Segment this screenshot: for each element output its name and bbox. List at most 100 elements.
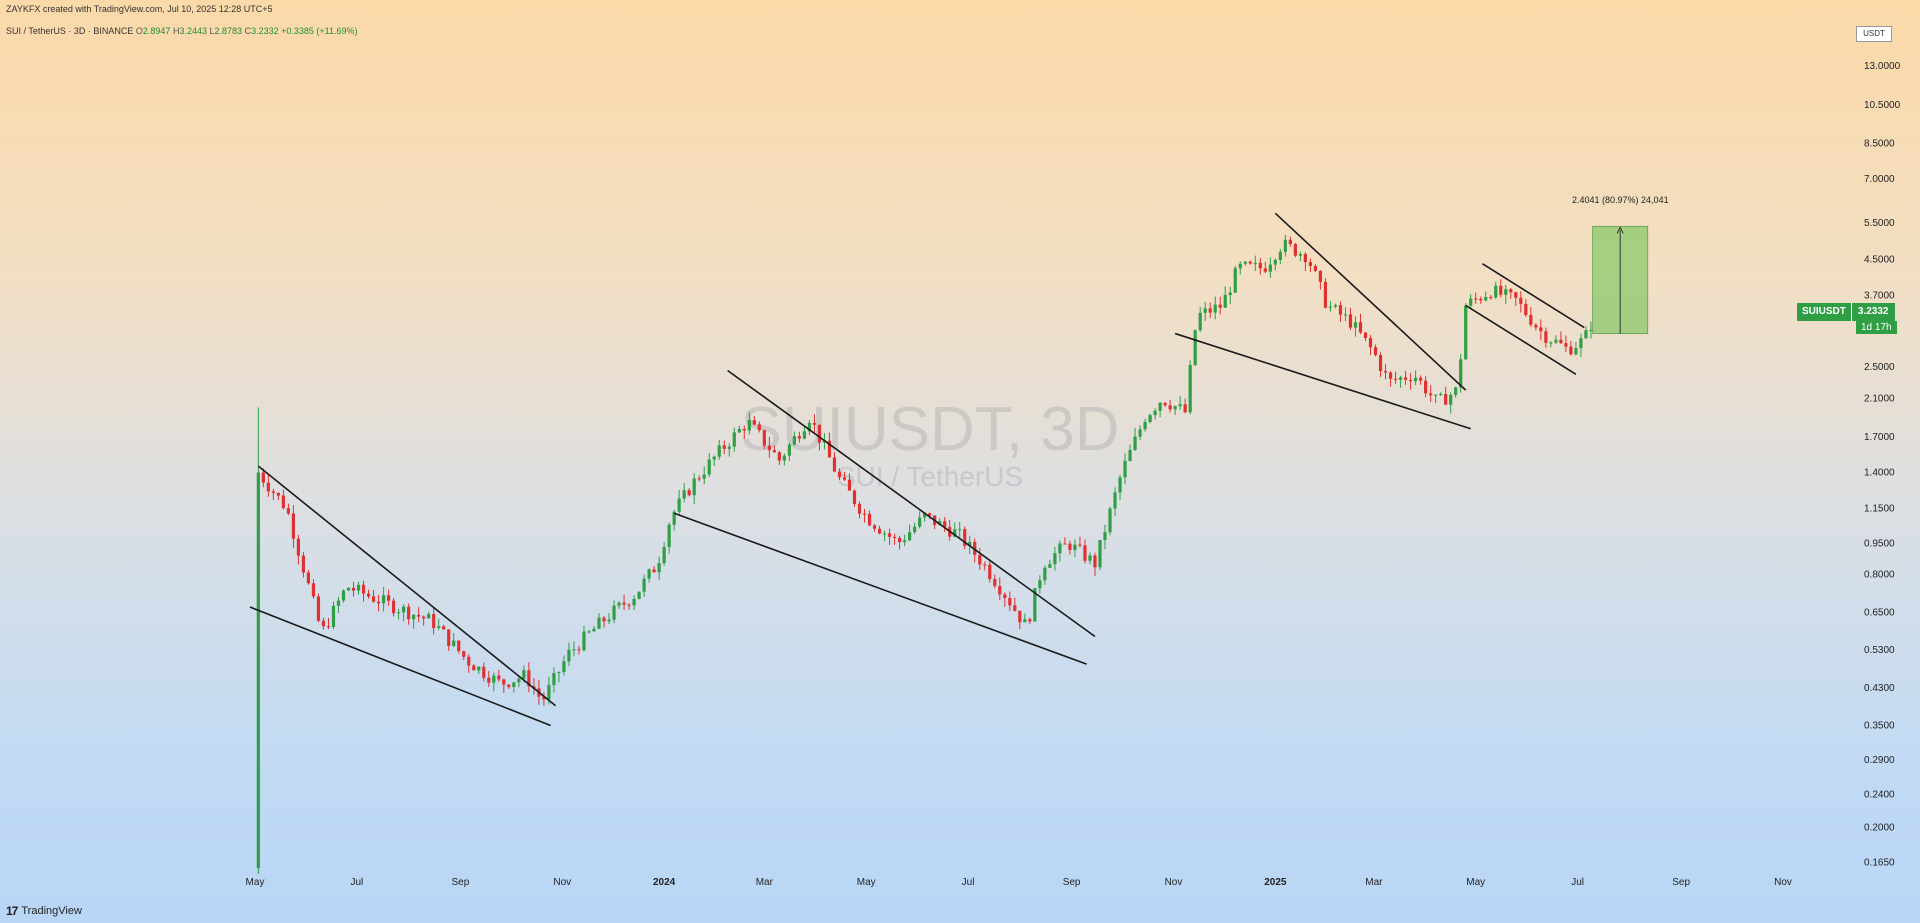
x-tick-label: Mar [756,877,774,888]
y-tick-label: 8.5000 [1864,139,1895,150]
candle-body [1128,450,1131,461]
candle-body [988,565,991,579]
candle-body [357,585,360,591]
candle-body [1053,553,1056,564]
candle-body [1264,268,1267,271]
x-tick-label: Sep [1063,877,1081,888]
candle-body [452,641,455,646]
candle-body [1038,580,1041,588]
candle-body [1214,305,1217,313]
candle-body [1113,492,1116,508]
candle-body [733,432,736,446]
candle-body [1324,282,1327,308]
candle-body [362,585,365,594]
candle-body [678,498,681,511]
y-tick-label: 0.5300 [1864,645,1895,656]
candle-body [1068,544,1071,550]
candle-body [753,420,756,424]
candle-body [1369,338,1372,347]
candle-body [422,617,425,619]
candle-body [1269,265,1272,272]
candle-body [763,430,766,445]
candle-body [1439,394,1442,395]
candle-body [1073,545,1076,550]
candle-body [693,478,696,495]
candle-body [1304,254,1307,262]
candle-body [993,579,996,586]
brand-name: TradingView [21,905,82,917]
candle-body [387,595,390,600]
candle-body [1489,297,1492,298]
candle-body [958,529,961,530]
currency-button[interactable]: USDT [1856,26,1892,42]
price-tag-symbol: SUIUSDT [1797,303,1851,321]
y-tick-label: 13.0000 [1864,61,1901,72]
x-tick-label: Nov [553,877,571,888]
candle-body [873,525,876,528]
candle-body [1174,406,1177,409]
candle-body [803,431,806,438]
candle-body [1429,393,1432,395]
candle-body [798,436,801,438]
candle-body [718,445,721,456]
candle-body [713,457,716,460]
candle-body [282,496,285,508]
candle-body [1384,371,1387,372]
candle-body [1239,264,1242,269]
x-tick-label: May [1466,877,1485,888]
candle-body [1519,298,1522,304]
candle-body [402,607,405,613]
candle-body [848,480,851,491]
candle-body [297,539,300,556]
candle-body [728,447,731,449]
candle-body [1219,305,1222,308]
candle-body [347,588,350,591]
candle-body [1494,286,1497,298]
candle-body [863,514,866,515]
candle-body [312,583,315,596]
candle-body [512,682,515,687]
candle-body [432,614,435,628]
candle-body [1294,244,1297,256]
candle-body [1078,545,1081,546]
candle-body [582,632,585,651]
candle-body [1164,403,1167,405]
candle-body [477,667,480,671]
candle-body [813,423,816,425]
candle-body [377,602,380,604]
candle-body [1159,403,1162,411]
candle-body [262,473,265,483]
candle-body [1559,340,1562,343]
candle-body [272,491,275,492]
candle-body [1013,605,1016,610]
candle-body [1093,555,1096,567]
x-tick-label: 2024 [653,877,676,888]
candle-body [1344,314,1347,315]
footer-brand[interactable]: 17 TradingView [6,904,82,918]
candle-body [267,483,270,492]
candle-body [688,490,691,495]
candle-body [1529,315,1532,325]
candle-body [367,594,370,597]
candle-body [1444,394,1447,405]
candle-body [572,649,575,650]
candle-body [1484,297,1487,300]
candle-body [417,615,420,617]
candle-body [1474,299,1477,300]
candle-body [1334,305,1337,306]
candle-body [497,676,500,680]
tradingview-logo-icon: 17 [6,904,17,918]
candle-body [1454,387,1457,394]
candle-body [592,629,595,632]
candle-body [1008,598,1011,605]
candle-body [698,478,701,479]
candle-body [1349,314,1352,327]
candle-body [412,615,415,619]
candle-body [482,667,485,678]
candle-body [612,606,615,620]
candle-body [257,473,260,869]
candle-body [552,673,555,685]
x-tick-label: Sep [452,877,470,888]
candle-body [908,532,911,540]
